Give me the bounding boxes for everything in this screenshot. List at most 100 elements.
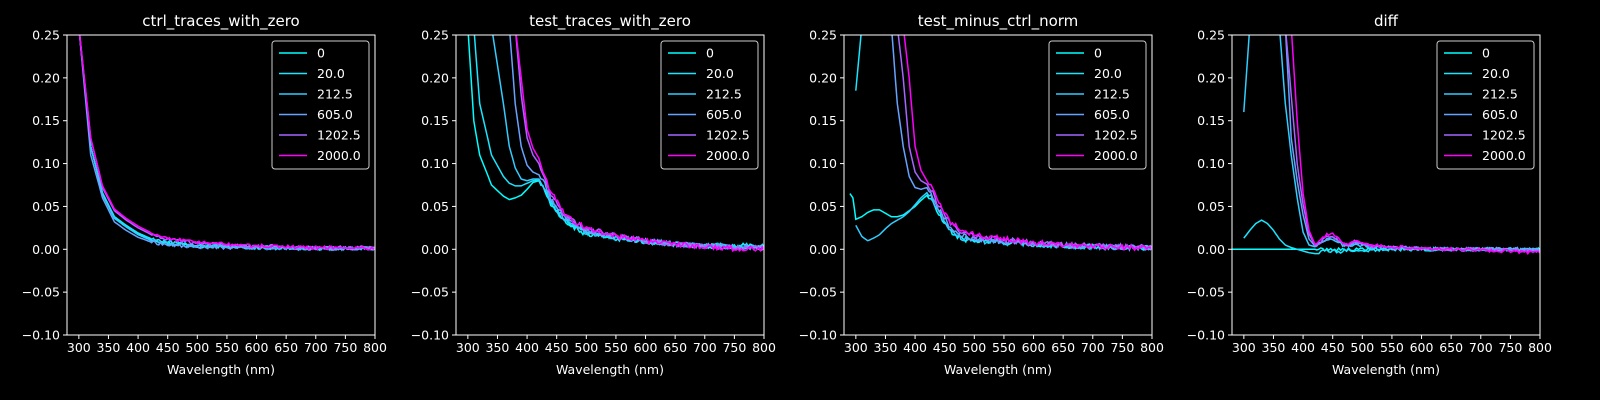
- series-line-2000.0: [1290, 35, 1540, 256]
- x-tick-label: 400: [1291, 340, 1315, 355]
- x-tick-label: 500: [1350, 340, 1374, 355]
- x-tick-label: 450: [545, 340, 569, 355]
- y-tick-label: −0.05: [799, 285, 837, 300]
- x-tick-label: 400: [903, 340, 927, 355]
- legend-label: 0: [317, 46, 325, 61]
- series-line-1202.5: [1285, 35, 1540, 254]
- y-tick-label: 0.05: [1197, 199, 1225, 214]
- y-tick-label: 0.00: [809, 242, 837, 257]
- x-tick-label: 550: [604, 340, 628, 355]
- x-tick-label: 350: [1262, 340, 1286, 355]
- x-axis-label: Wavelength (nm): [556, 362, 664, 377]
- y-tick-label: −0.05: [1187, 285, 1225, 300]
- x-tick-label: 600: [1410, 340, 1434, 355]
- legend: 0 20.0 212.5 605.0 1202.5 2000.0: [660, 40, 759, 170]
- x-tick-label: 450: [933, 340, 957, 355]
- y-tick-label: 0.10: [809, 156, 837, 171]
- legend-label: 1202.5: [1094, 128, 1138, 143]
- x-tick-label: 800: [1528, 340, 1552, 355]
- x-tick-label: 650: [663, 340, 687, 355]
- x-tick-label: 300: [67, 340, 91, 355]
- chart-panel-4: 300 350 400 450 500 550 600 650 700 750 800 −0.10 −0…: [1187, 12, 1552, 377]
- legend: 0 20.0 212.5 605.0 1202.5 2000.0: [1048, 40, 1147, 170]
- plot-frame: [455, 34, 765, 336]
- y-tick-label: 0.05: [421, 199, 449, 214]
- x-tick-label: 600: [634, 340, 658, 355]
- legend-label: 2000.0: [1482, 148, 1526, 163]
- y-tick-label: −0.10: [1187, 328, 1225, 343]
- chart-title: ctrl_traces_with_zero: [142, 12, 299, 31]
- x-tick-label: 350: [486, 340, 510, 355]
- plot-frame: [1231, 34, 1541, 336]
- x-tick-label: 550: [1380, 340, 1404, 355]
- y-tick-label: 0.15: [32, 113, 60, 128]
- x-tick-label: 650: [274, 340, 298, 355]
- x-tick-label: 350: [874, 340, 898, 355]
- x-tick-label: 350: [97, 340, 121, 355]
- y-tick-label: 0.05: [32, 199, 60, 214]
- y-tick-label: 0.25: [32, 28, 60, 43]
- x-tick-label: 600: [1022, 340, 1046, 355]
- x-tick-label: 800: [752, 340, 776, 355]
- x-tick-label: 500: [962, 340, 986, 355]
- y-tick-label: 0.20: [1197, 70, 1225, 85]
- y-tick-label: 0.20: [421, 70, 449, 85]
- y-tick-label: 0.15: [1197, 113, 1225, 128]
- x-tick-label: 750: [1498, 340, 1522, 355]
- legend-label: 605.0: [317, 107, 353, 122]
- chart-panel-2: 300 350 400 450 500 550 600 650 700 750 800 −0.10 −0…: [411, 12, 776, 377]
- chart-title: test_minus_ctrl_norm: [918, 12, 1079, 31]
- legend-label: 20.0: [1482, 66, 1510, 81]
- x-tick-label: 600: [245, 340, 269, 355]
- x-tick-label: 500: [574, 340, 598, 355]
- legend-label: 1202.5: [317, 128, 361, 143]
- y-tick-label: 0.25: [1197, 28, 1225, 43]
- y-tick-label: 0.10: [421, 156, 449, 171]
- legend-label: 1202.5: [706, 128, 750, 143]
- legend-label: 605.0: [1482, 107, 1518, 122]
- y-tick-label: 0.20: [32, 70, 60, 85]
- plot-frame: [843, 34, 1153, 336]
- legend-label: 212.5: [317, 87, 353, 102]
- legend-label: 20.0: [1094, 66, 1122, 81]
- x-tick-label: 300: [456, 340, 480, 355]
- series-line-2000.0: [515, 35, 764, 253]
- x-tick-label: 650: [1051, 340, 1075, 355]
- x-tick-label: 700: [304, 340, 328, 355]
- x-tick-label: 550: [992, 340, 1016, 355]
- legend: 0 20.0 212.5 605.0 1202.5 2000.0: [271, 40, 370, 170]
- legend-label: 0: [1094, 46, 1102, 61]
- x-tick-label: 800: [363, 340, 387, 355]
- series-group: [849, 35, 1152, 253]
- y-tick-label: −0.10: [22, 328, 60, 343]
- legend-label: 605.0: [1094, 107, 1130, 122]
- series-line-212.5: [855, 191, 1152, 252]
- y-tick-label: 0.00: [421, 242, 449, 257]
- legend-label: 20.0: [317, 66, 345, 81]
- y-tick-label: 0.05: [809, 199, 837, 214]
- legend-label: 212.5: [706, 87, 742, 102]
- x-tick-label: 700: [1469, 340, 1493, 355]
- series-group: [1232, 35, 1540, 256]
- chart-title: diff: [1374, 12, 1399, 30]
- x-tick-label: 700: [693, 340, 717, 355]
- x-tick-label: 400: [126, 340, 150, 355]
- y-tick-label: 0.25: [809, 28, 837, 43]
- legend-label: 2000.0: [706, 148, 750, 163]
- legend-label: 1202.5: [1482, 128, 1526, 143]
- y-tick-label: 0.20: [809, 70, 837, 85]
- x-tick-label: 750: [1110, 340, 1134, 355]
- x-axis-label: Wavelength (nm): [1332, 362, 1440, 377]
- y-tick-label: 0.15: [809, 113, 837, 128]
- legend-label: 605.0: [706, 107, 742, 122]
- y-tick-label: 0.25: [421, 28, 449, 43]
- series-group: [467, 35, 764, 253]
- legend-label: 212.5: [1482, 87, 1518, 102]
- chart-title: test_traces_with_zero: [529, 12, 691, 31]
- y-tick-label: 0.15: [421, 113, 449, 128]
- x-tick-label: 450: [1321, 340, 1345, 355]
- y-tick-label: 0.10: [1197, 156, 1225, 171]
- y-tick-label: −0.10: [411, 328, 449, 343]
- x-tick-label: 300: [844, 340, 868, 355]
